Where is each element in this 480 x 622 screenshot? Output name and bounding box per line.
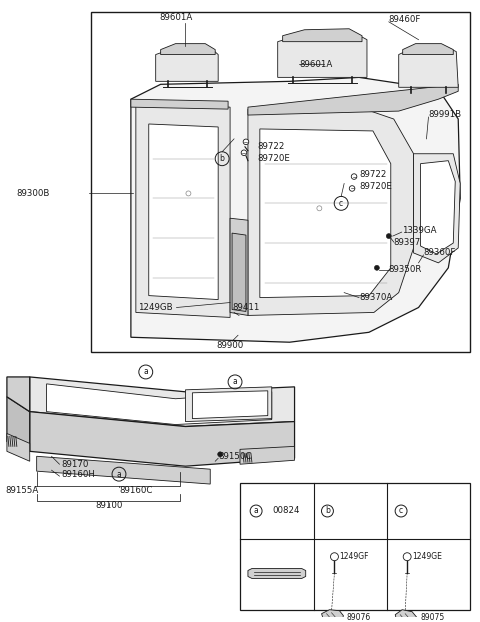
Text: 89076: 89076: [347, 613, 371, 622]
Circle shape: [218, 452, 223, 457]
Text: 89150C: 89150C: [218, 452, 252, 461]
Polygon shape: [240, 447, 295, 464]
Polygon shape: [420, 160, 455, 254]
Polygon shape: [7, 434, 30, 462]
Text: 1249GE: 1249GE: [412, 552, 442, 561]
Polygon shape: [260, 129, 391, 297]
Text: 89170: 89170: [61, 460, 89, 469]
Circle shape: [403, 553, 411, 560]
Text: 89100: 89100: [96, 501, 123, 511]
Polygon shape: [403, 44, 453, 55]
Polygon shape: [248, 569, 306, 578]
Polygon shape: [7, 397, 30, 452]
Text: 89720E: 89720E: [258, 154, 291, 163]
Text: 1249GB: 1249GB: [138, 303, 172, 312]
Polygon shape: [414, 154, 460, 263]
Circle shape: [186, 191, 191, 196]
Text: 89460F: 89460F: [389, 16, 421, 24]
Circle shape: [241, 150, 247, 156]
Polygon shape: [91, 12, 470, 352]
Circle shape: [331, 553, 338, 560]
Text: a: a: [117, 470, 121, 479]
Text: 89155A: 89155A: [5, 486, 38, 494]
Polygon shape: [230, 218, 248, 315]
Circle shape: [351, 174, 357, 179]
Polygon shape: [185, 387, 272, 422]
Polygon shape: [322, 610, 343, 622]
Polygon shape: [248, 85, 458, 115]
Polygon shape: [395, 610, 417, 622]
Polygon shape: [36, 457, 210, 484]
Text: 89601A: 89601A: [300, 60, 333, 69]
Circle shape: [374, 266, 379, 271]
Polygon shape: [232, 233, 246, 312]
Text: 00824: 00824: [272, 506, 300, 516]
Polygon shape: [156, 48, 218, 81]
Text: a: a: [254, 506, 259, 516]
Polygon shape: [192, 391, 268, 419]
Text: 1249GF: 1249GF: [339, 552, 369, 561]
Text: 89160C: 89160C: [119, 486, 152, 494]
Text: 89601A: 89601A: [159, 13, 192, 22]
Text: c: c: [339, 199, 343, 208]
Polygon shape: [161, 44, 215, 55]
Circle shape: [243, 139, 249, 145]
Polygon shape: [131, 99, 228, 109]
Text: c: c: [399, 506, 403, 516]
Polygon shape: [30, 412, 295, 466]
Polygon shape: [240, 483, 470, 610]
Text: a: a: [144, 368, 148, 376]
Text: 89370A: 89370A: [359, 293, 392, 302]
Polygon shape: [248, 107, 414, 315]
Polygon shape: [131, 77, 460, 342]
Text: 89397: 89397: [394, 238, 421, 246]
Polygon shape: [278, 33, 367, 77]
Text: b: b: [220, 154, 225, 163]
Circle shape: [386, 234, 391, 239]
Text: 89720E: 89720E: [359, 182, 392, 191]
Polygon shape: [149, 124, 218, 300]
Text: 89160H: 89160H: [61, 470, 96, 479]
Text: 89991B: 89991B: [429, 109, 462, 119]
Circle shape: [317, 206, 322, 211]
Text: 89075: 89075: [420, 613, 444, 622]
Polygon shape: [136, 104, 230, 317]
Polygon shape: [399, 45, 458, 87]
Text: b: b: [325, 506, 330, 516]
Text: 89300B: 89300B: [17, 189, 50, 198]
Polygon shape: [30, 377, 295, 427]
Text: 89722: 89722: [258, 142, 285, 151]
Text: 89900: 89900: [216, 341, 244, 350]
Text: 89722: 89722: [359, 170, 386, 179]
Circle shape: [349, 186, 355, 191]
Text: 1339GA: 1339GA: [402, 226, 436, 234]
Polygon shape: [47, 384, 272, 425]
Polygon shape: [283, 29, 362, 42]
Polygon shape: [7, 377, 30, 412]
Text: 89411: 89411: [232, 303, 259, 312]
Text: 89360F: 89360F: [423, 248, 456, 258]
Text: a: a: [233, 378, 238, 386]
Text: 89350R: 89350R: [389, 266, 422, 274]
